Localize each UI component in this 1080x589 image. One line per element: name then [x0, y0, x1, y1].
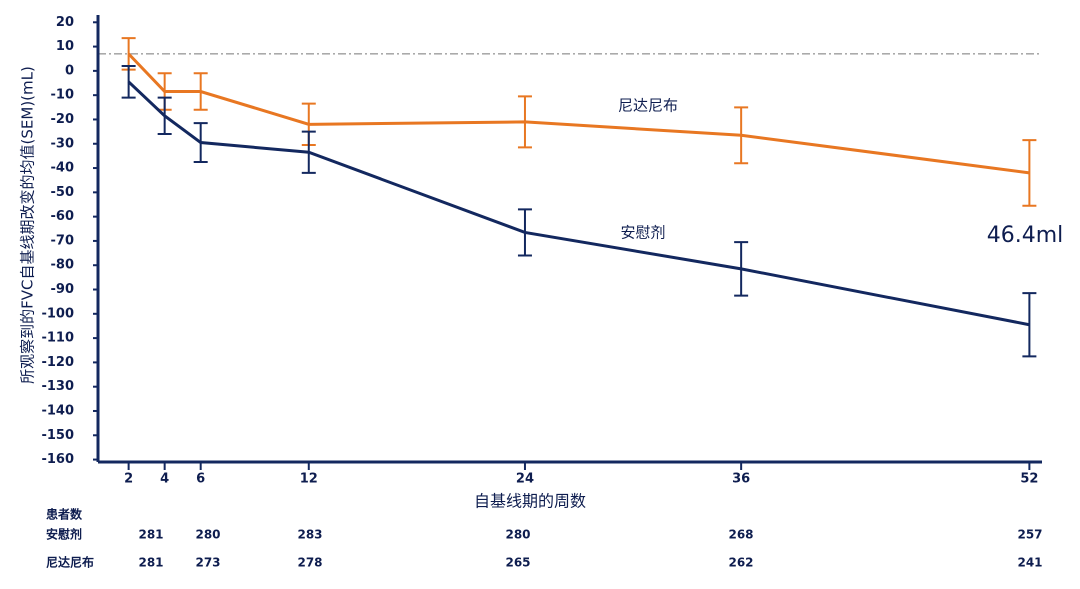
x-tick-label: 36 [732, 472, 750, 487]
series-line [127, 52, 1030, 175]
y-tick-label: 10 [56, 39, 74, 54]
error-bar [193, 122, 208, 163]
y-tick-label: -160 [41, 452, 74, 467]
y-tick-label: -50 [51, 185, 75, 200]
y-tick-label: -150 [41, 428, 74, 443]
y-tick-label: -120 [41, 355, 74, 370]
table-cell: 281 [138, 556, 163, 570]
y-tick-label: -140 [41, 403, 74, 418]
table-header: 患者数 [46, 507, 83, 522]
x-axis-label: 自基线期的周数 [474, 492, 586, 511]
table-cell: 262 [728, 556, 753, 570]
y-tick-label: -70 [51, 233, 75, 248]
annotation: 46.4ml [987, 223, 1064, 248]
y-tick-label: -40 [51, 161, 75, 176]
y-tick-label: -20 [51, 112, 75, 127]
table-cell: 268 [728, 528, 753, 542]
table-row-label: 尼达尼布 [46, 555, 94, 570]
table-cell: 281 [138, 528, 163, 542]
error-bar [157, 96, 172, 136]
x-tick-label: 12 [300, 472, 318, 487]
y-tick-label: -30 [51, 136, 75, 151]
x-tick-label: 2 [124, 472, 133, 487]
error-bar [517, 208, 532, 257]
table-cell: 280 [505, 528, 530, 542]
y-tick-label: -110 [41, 331, 74, 346]
error-bar [1022, 292, 1037, 358]
series-label: 尼达尼布 [618, 97, 678, 115]
table-cell: 257 [1017, 528, 1042, 542]
series-line [127, 80, 1030, 327]
table-cell: 241 [1017, 556, 1042, 570]
y-tick-label: -90 [51, 282, 75, 297]
y-tick-label: -60 [51, 209, 75, 224]
y-tick-label: -10 [51, 88, 75, 103]
error-bar [1022, 139, 1037, 207]
x-tick-label: 4 [160, 472, 169, 487]
x-tick-label: 6 [196, 472, 205, 487]
table-cell: 273 [195, 556, 220, 570]
table-cell: 280 [195, 528, 220, 542]
error-bar [121, 65, 136, 99]
y-axis-label: 所观察到的FVC自基线期改变的均值(SEM)(mL) [19, 66, 37, 384]
table-cell: 278 [297, 556, 322, 570]
x-tick-label: 52 [1020, 472, 1038, 487]
error-bar [734, 241, 749, 297]
error-bar [734, 106, 749, 165]
x-tick-label: 24 [516, 472, 534, 487]
error-bar [301, 130, 316, 174]
table-cell: 283 [297, 528, 322, 542]
y-tick-label: -80 [51, 258, 75, 273]
y-tick-label: -130 [41, 379, 74, 394]
series-label: 安慰剂 [620, 224, 665, 242]
y-tick-label: 0 [65, 63, 74, 78]
error-bar [517, 95, 532, 149]
y-tick-label: -100 [41, 306, 74, 321]
y-tick-label: 20 [56, 15, 74, 30]
table-row-label: 安慰剂 [46, 527, 82, 542]
error-bar [193, 72, 208, 111]
table-cell: 265 [505, 556, 530, 570]
